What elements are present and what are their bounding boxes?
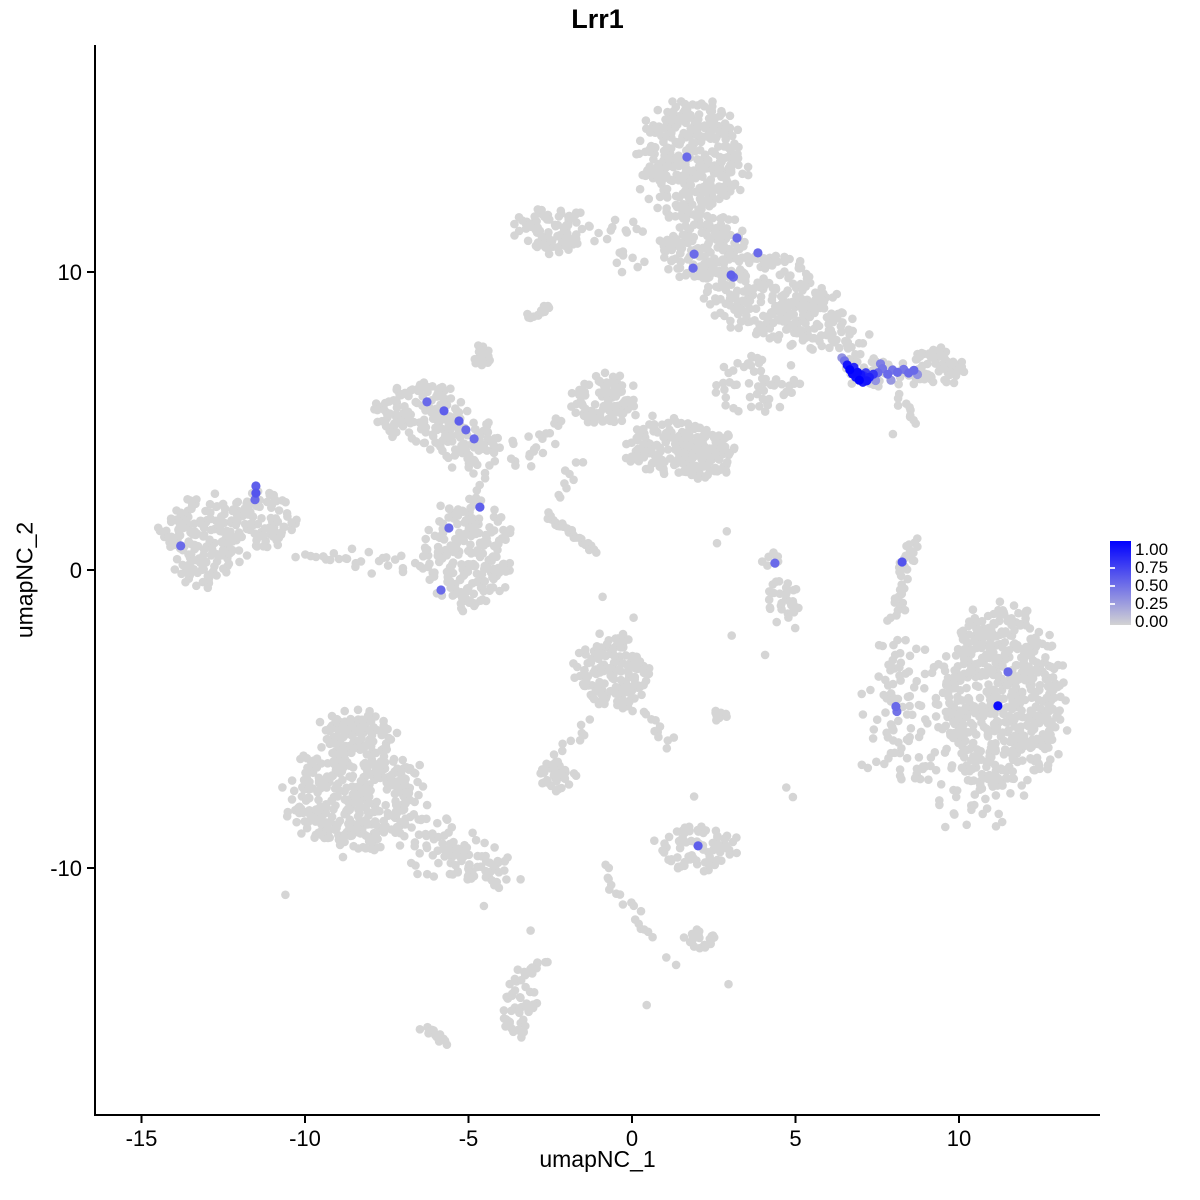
x-tick-label: -5 xyxy=(459,1126,479,1151)
x-axis-ticks: -15 -10 -5 0 5 10 xyxy=(126,1115,971,1151)
legend-tick-label: 0.00 xyxy=(1135,612,1169,631)
y-axis-ticks: -10 0 10 xyxy=(50,260,95,881)
legend-tick-label: 0.50 xyxy=(1135,576,1169,595)
y-tick-label: 10 xyxy=(58,260,82,285)
expression-points xyxy=(176,152,1013,851)
y-tick-label: -10 xyxy=(50,856,82,881)
expression-legend: 1.00 0.75 0.50 0.25 0.00 xyxy=(1110,541,1198,637)
x-tick-label: -15 xyxy=(126,1126,158,1151)
x-tick-label: 10 xyxy=(947,1126,971,1151)
y-axis-label: umapNC_2 xyxy=(11,521,38,639)
x-tick-label: 5 xyxy=(789,1126,801,1151)
x-axis-label: umapNC_1 xyxy=(539,1146,656,1172)
background-points xyxy=(153,97,1072,1049)
legend-tick-label: 1.00 xyxy=(1135,540,1169,559)
plot-title: Lrr1 xyxy=(571,4,624,34)
legend-tick-label: 0.75 xyxy=(1135,558,1169,577)
x-tick-label: -10 xyxy=(289,1126,321,1151)
legend-gradient-bar xyxy=(1110,541,1131,625)
y-tick-label: 0 xyxy=(70,558,82,583)
x-tick-label: 0 xyxy=(626,1126,638,1151)
axes: -15 -10 -5 0 5 10 -10 0 10 xyxy=(50,45,1100,1151)
legend-tick-label: 0.25 xyxy=(1135,594,1169,613)
